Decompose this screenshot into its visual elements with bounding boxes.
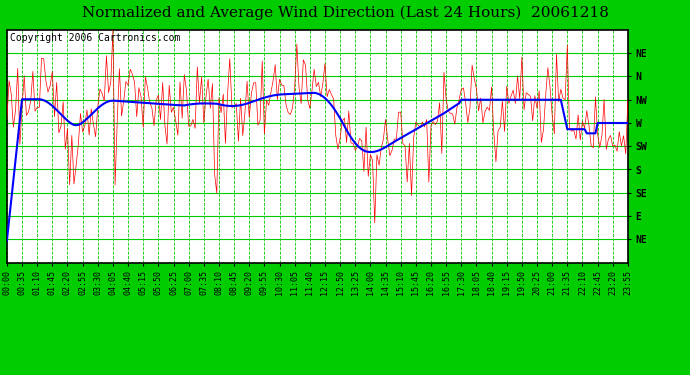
Text: Copyright 2006 Cartronics.com: Copyright 2006 Cartronics.com: [10, 33, 180, 44]
Text: Normalized and Average Wind Direction (Last 24 Hours)  20061218: Normalized and Average Wind Direction (L…: [81, 6, 609, 20]
